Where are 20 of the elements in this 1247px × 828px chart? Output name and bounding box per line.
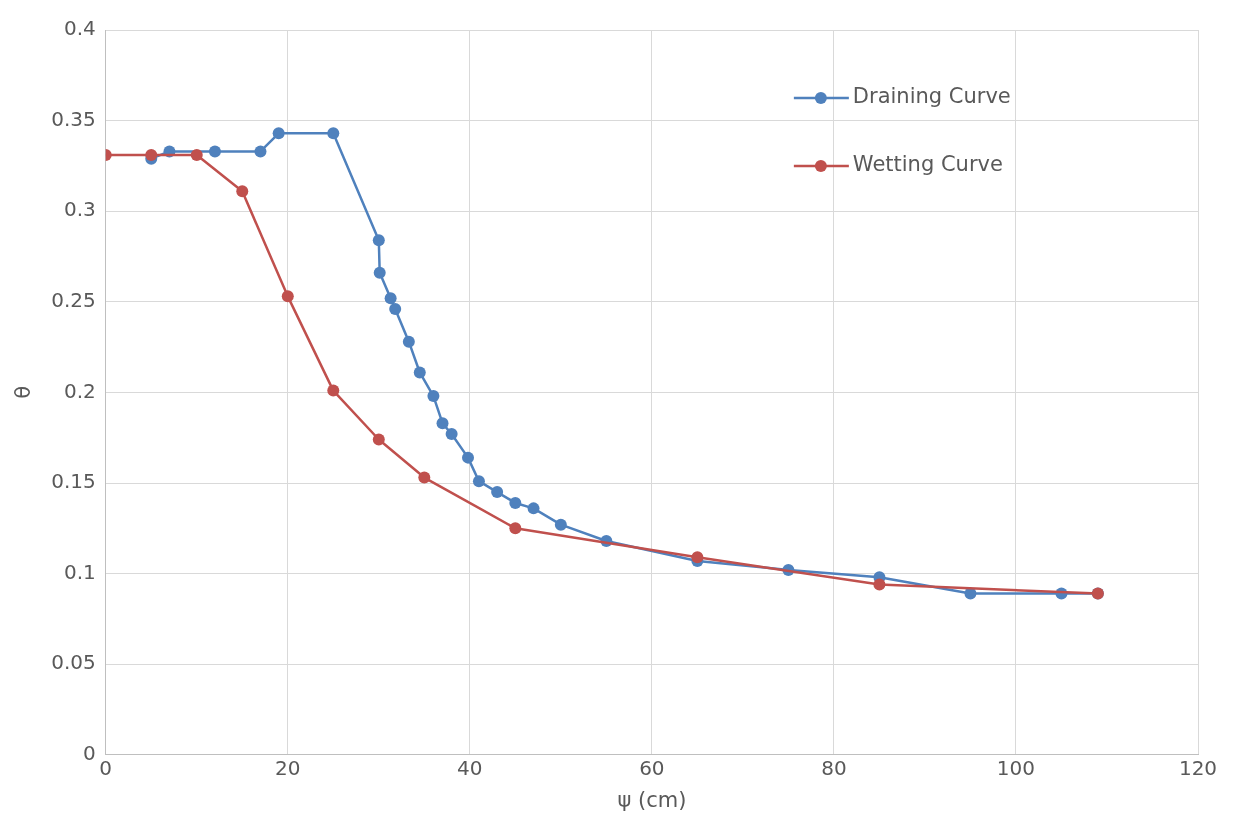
x-axis-title: ψ (cm): [617, 787, 687, 812]
y-tick-label: 0.05: [51, 650, 96, 675]
legend-label: Wetting Curve: [852, 152, 1003, 177]
y-tick-label: 0.1: [63, 559, 96, 584]
y-tick-label: 0.3: [63, 197, 96, 222]
x-tick-label: 20: [275, 756, 301, 780]
y-tick-label: 0.4: [63, 16, 96, 41]
x-tick-label: 40: [457, 756, 483, 780]
x-tick-label: 80: [821, 756, 847, 780]
x-tick-label: 100: [996, 756, 1036, 780]
legend-label: Draining Curve: [852, 84, 1011, 109]
y-axis-title: θ: [11, 385, 36, 399]
x-tick-label: 120: [1178, 756, 1218, 780]
y-tick-label: 0.2: [63, 378, 96, 403]
y-tick-label: 0: [83, 741, 96, 765]
y-tick-label: 0.35: [51, 106, 96, 131]
x-tick-label: 60: [639, 756, 665, 780]
x-tick-label: 0: [99, 756, 113, 780]
y-tick-label: 0.15: [51, 469, 96, 494]
y-tick-label: 0.25: [51, 288, 96, 312]
